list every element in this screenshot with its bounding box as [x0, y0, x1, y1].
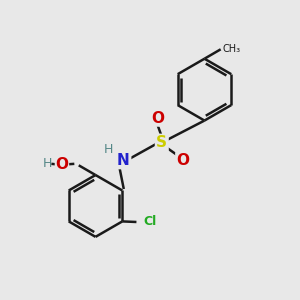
Text: N: N [117, 153, 130, 168]
Text: H: H [103, 142, 113, 156]
Text: H: H [43, 157, 52, 170]
Text: O: O [151, 111, 164, 126]
Text: O: O [56, 157, 68, 172]
Text: Cl: Cl [144, 215, 157, 229]
Text: O: O [176, 153, 189, 168]
Text: CH₃: CH₃ [222, 44, 240, 54]
Text: S: S [156, 135, 167, 150]
